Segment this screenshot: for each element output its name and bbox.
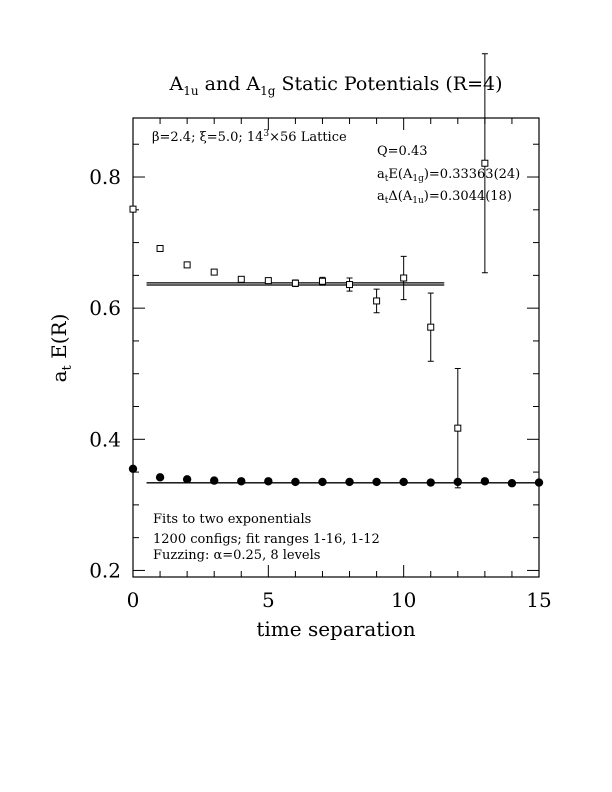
data-point-square [129, 205, 137, 213]
title-part-2-sub: 1g [260, 84, 276, 98]
y-tick-label: 0.6 [89, 296, 121, 320]
data-point-circle [291, 477, 300, 487]
x-tick-label: 0 [127, 588, 140, 612]
y-axis-label-rest: E(R) [47, 314, 71, 366]
x-tick-label: 10 [391, 588, 416, 612]
data-point-square [481, 159, 489, 167]
data-point-circle [507, 479, 517, 488]
data-point-square [373, 297, 381, 305]
fit-energy-pre: E(A [388, 167, 413, 182]
data-point-circle [534, 478, 544, 487]
plot-frame [132, 117, 540, 578]
fit-gap-a: a [377, 189, 385, 204]
fit-gap-post: )=0.3044(18) [424, 189, 512, 204]
data-point-circle [480, 477, 490, 486]
fit-energy-sub: 1g [412, 174, 424, 184]
data-point-square [210, 268, 218, 276]
lattice-rest: ×56 Lattice [269, 130, 347, 145]
fit-q: Q=0.43 [377, 144, 428, 159]
data-point-circle [453, 477, 462, 487]
data-point-circle [155, 473, 165, 482]
data-marks [128, 53, 544, 489]
title-part-2: and A [199, 73, 261, 95]
data-point-square [237, 275, 245, 283]
note-line-2: 1200 configs; fit ranges 1-16, 1-12 [153, 532, 380, 547]
note-line-3: Fuzzing: α=0.25, 8 levels [153, 548, 320, 563]
fit-energy-a: a [377, 167, 385, 182]
data-point-circle [318, 477, 327, 487]
data-point-circle [426, 478, 435, 487]
x-tick-label: 15 [526, 588, 551, 612]
axes: 0 5 10 15 0.2 0.4 0.6 0.8 [89, 118, 552, 612]
y-axis-label-a: a [47, 370, 71, 382]
data-point-square [400, 274, 408, 282]
fit-gap-sub: 1u [412, 196, 424, 206]
data-point-square [427, 323, 435, 331]
fit-gap-a-sub: t [385, 196, 389, 206]
lattice-beta: β=2.4; [152, 130, 195, 145]
y-axis-label: at E(R) [47, 314, 75, 383]
data-point-square [346, 281, 354, 289]
title-part-3: Static Potentials (R=4) [275, 73, 502, 95]
y-tick-label: 0.2 [89, 558, 121, 582]
fit-gap: atΔ(A1u)=0.3044(18) [377, 189, 512, 206]
data-point-square [454, 424, 462, 432]
fit-energy-a-sub: t [385, 174, 389, 184]
fit-gap-pre: Δ(A [388, 189, 412, 204]
data-point-circle [128, 464, 138, 474]
note-line-1: Fits to two exponentials [153, 512, 311, 527]
fit-energy-post: )=0.33363(24) [424, 167, 520, 182]
data-point-circle [372, 477, 381, 487]
y-axis-label-sub: t [60, 364, 75, 370]
data-point-circle [264, 477, 273, 486]
y-tick-label: 0.4 [89, 427, 121, 451]
data-point-square [291, 279, 299, 287]
y-tick-label: 0.8 [89, 165, 121, 189]
lattice-label: β=2.4; ξ=5.0; 143×56 Lattice [152, 129, 347, 145]
fit-energy: atE(A1g)=0.33363(24) [377, 167, 520, 184]
data-point-square [264, 277, 272, 285]
data-point-circle [182, 475, 192, 484]
lattice-xi: ξ=5.0; [200, 130, 243, 145]
lattice-size-sup: 3 [263, 129, 269, 139]
data-point-circle [399, 477, 408, 487]
data-point-square [156, 244, 164, 252]
title-part-1-sub: 1u [183, 84, 199, 98]
x-axis-label: time separation [256, 617, 415, 641]
chart-title: A1u and A1g Static Potentials (R=4) [169, 73, 503, 98]
data-point-square [183, 261, 191, 269]
data-point-circle [237, 477, 246, 486]
lattice-size: 14 [247, 130, 264, 145]
data-point-circle [210, 476, 219, 485]
title-part-1: A [169, 73, 184, 95]
x-tick-label: 5 [262, 588, 275, 612]
data-point-circle [345, 477, 354, 487]
data-point-square [318, 277, 326, 285]
